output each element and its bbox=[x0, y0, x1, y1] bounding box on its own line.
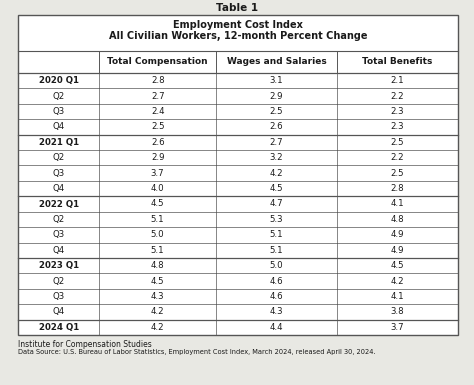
Text: Q3: Q3 bbox=[53, 107, 65, 116]
Text: 5.0: 5.0 bbox=[270, 261, 283, 270]
Text: 2.5: 2.5 bbox=[391, 169, 404, 177]
Text: 2020 Q1: 2020 Q1 bbox=[39, 76, 79, 85]
Text: 3.1: 3.1 bbox=[270, 76, 283, 85]
Text: 2.7: 2.7 bbox=[151, 92, 164, 100]
Text: 2024 Q1: 2024 Q1 bbox=[38, 323, 79, 332]
Text: 2.3: 2.3 bbox=[391, 122, 404, 131]
Text: 5.1: 5.1 bbox=[151, 215, 164, 224]
Text: 2.6: 2.6 bbox=[270, 122, 283, 131]
Text: Q4: Q4 bbox=[53, 184, 65, 193]
Text: 2.1: 2.1 bbox=[391, 76, 404, 85]
Text: 2.6: 2.6 bbox=[151, 138, 164, 147]
Text: 5.1: 5.1 bbox=[270, 246, 283, 255]
Text: All Civilian Workers, 12-month Percent Change: All Civilian Workers, 12-month Percent C… bbox=[109, 31, 367, 41]
Text: 4.7: 4.7 bbox=[270, 199, 283, 209]
Text: 2.9: 2.9 bbox=[270, 92, 283, 100]
Text: Q2: Q2 bbox=[53, 92, 65, 100]
Text: 4.5: 4.5 bbox=[270, 184, 283, 193]
Text: Table 1: Table 1 bbox=[216, 3, 258, 13]
Text: 2.4: 2.4 bbox=[151, 107, 164, 116]
Text: Q3: Q3 bbox=[53, 292, 65, 301]
Text: 2022 Q1: 2022 Q1 bbox=[39, 199, 79, 209]
Text: 4.5: 4.5 bbox=[151, 199, 164, 209]
Text: 4.3: 4.3 bbox=[151, 292, 164, 301]
Text: 2.9: 2.9 bbox=[151, 153, 164, 162]
Text: 3.8: 3.8 bbox=[391, 307, 404, 316]
Text: 4.6: 4.6 bbox=[270, 292, 283, 301]
Text: 4.8: 4.8 bbox=[151, 261, 164, 270]
Text: 4.2: 4.2 bbox=[151, 307, 164, 316]
Text: 5.0: 5.0 bbox=[151, 230, 164, 239]
Text: Q4: Q4 bbox=[53, 246, 65, 255]
Text: 2.5: 2.5 bbox=[151, 122, 164, 131]
Text: 2021 Q1: 2021 Q1 bbox=[39, 138, 79, 147]
Text: 4.5: 4.5 bbox=[151, 276, 164, 286]
Text: 4.5: 4.5 bbox=[391, 261, 404, 270]
Text: 4.9: 4.9 bbox=[391, 246, 404, 255]
Text: 4.1: 4.1 bbox=[391, 199, 404, 209]
Text: 2.7: 2.7 bbox=[270, 138, 283, 147]
Text: 4.3: 4.3 bbox=[270, 307, 283, 316]
Text: 4.9: 4.9 bbox=[391, 230, 404, 239]
Text: 3.7: 3.7 bbox=[391, 323, 404, 332]
Text: Institute for Compensation Studies: Institute for Compensation Studies bbox=[18, 340, 152, 349]
Text: 4.6: 4.6 bbox=[270, 276, 283, 286]
Text: 5.1: 5.1 bbox=[151, 246, 164, 255]
Text: 2.5: 2.5 bbox=[391, 138, 404, 147]
Text: 4.4: 4.4 bbox=[270, 323, 283, 332]
Text: Total Benefits: Total Benefits bbox=[362, 57, 433, 67]
Text: Q2: Q2 bbox=[53, 153, 65, 162]
Text: Wages and Salaries: Wages and Salaries bbox=[227, 57, 327, 67]
Text: Employment Cost Index: Employment Cost Index bbox=[173, 20, 303, 30]
Text: Q3: Q3 bbox=[53, 169, 65, 177]
Text: 4.2: 4.2 bbox=[391, 276, 404, 286]
Text: 2.3: 2.3 bbox=[391, 107, 404, 116]
Text: 5.1: 5.1 bbox=[270, 230, 283, 239]
Text: 2.8: 2.8 bbox=[151, 76, 164, 85]
Text: 2.2: 2.2 bbox=[391, 92, 404, 100]
Text: Q3: Q3 bbox=[53, 230, 65, 239]
Text: 4.2: 4.2 bbox=[270, 169, 283, 177]
Text: Data Source: U.S. Bureau of Labor Statistics, Employment Cost Index, March 2024,: Data Source: U.S. Bureau of Labor Statis… bbox=[18, 349, 375, 355]
Text: Q4: Q4 bbox=[53, 122, 65, 131]
Text: 2023 Q1: 2023 Q1 bbox=[39, 261, 79, 270]
Text: 4.2: 4.2 bbox=[151, 323, 164, 332]
Text: 5.3: 5.3 bbox=[270, 215, 283, 224]
Text: Total Compensation: Total Compensation bbox=[108, 57, 208, 67]
Text: Q4: Q4 bbox=[53, 307, 65, 316]
Text: Q2: Q2 bbox=[53, 215, 65, 224]
Text: 4.8: 4.8 bbox=[391, 215, 404, 224]
Text: 4.1: 4.1 bbox=[391, 292, 404, 301]
Text: 3.2: 3.2 bbox=[270, 153, 283, 162]
Text: 4.0: 4.0 bbox=[151, 184, 164, 193]
Text: 2.2: 2.2 bbox=[391, 153, 404, 162]
Text: 2.8: 2.8 bbox=[391, 184, 404, 193]
Text: 2.5: 2.5 bbox=[270, 107, 283, 116]
Bar bbox=[18, 15, 458, 335]
Text: 3.7: 3.7 bbox=[151, 169, 164, 177]
Text: Q2: Q2 bbox=[53, 276, 65, 286]
